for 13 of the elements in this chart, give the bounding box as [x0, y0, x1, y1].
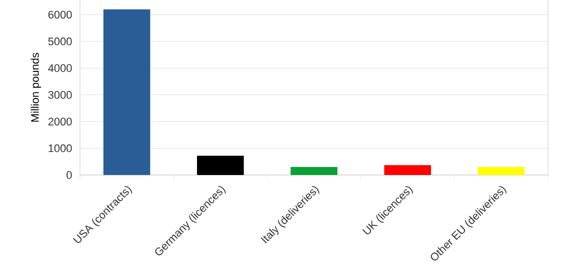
y-axis-title: Million pounds	[30, 52, 42, 122]
bar	[290, 166, 338, 175]
y-tick-label: 4000	[48, 64, 72, 72]
y-tick-label: 5000	[48, 38, 72, 46]
y-tick-label: 6000	[48, 10, 72, 19]
y-tick-label: 1000	[48, 144, 72, 152]
bar	[478, 166, 525, 175]
y-tick-label: 2000	[48, 118, 72, 126]
bar	[384, 165, 432, 175]
bar	[103, 9, 150, 175]
bar	[197, 156, 244, 175]
y-tick-label: 3000	[48, 90, 72, 99]
y-tick-label: 0	[66, 171, 72, 179]
